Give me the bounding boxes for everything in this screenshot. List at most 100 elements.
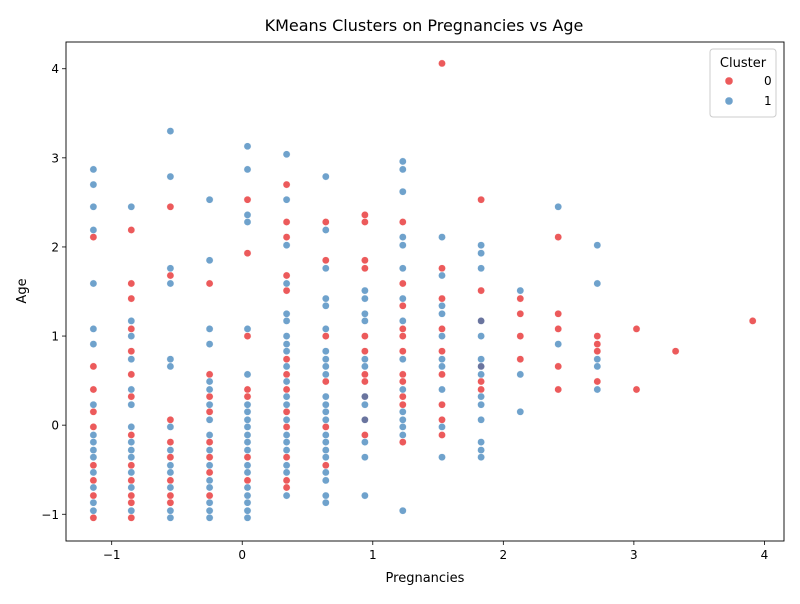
cluster-1-point [593, 279, 602, 288]
cluster-0-point [398, 377, 407, 386]
cluster-1-point [243, 498, 252, 507]
cluster-1-point [166, 355, 175, 364]
cluster-1-point [89, 226, 98, 234]
cluster-1-point [438, 301, 446, 310]
cluster-1-point [127, 506, 136, 515]
cluster-1-point [282, 446, 291, 454]
cluster-1-point [554, 202, 563, 211]
cluster-0-point [89, 407, 98, 416]
cluster-0-point [127, 514, 136, 522]
cluster-1-point [321, 355, 330, 364]
cluster-0-point [282, 286, 291, 295]
cluster-0-point [361, 211, 369, 219]
cluster-1-point [243, 415, 252, 424]
cluster-0-point [398, 438, 407, 446]
cluster-0-point [361, 332, 369, 340]
cluster-1-point [321, 453, 330, 462]
cluster-1-point [89, 483, 98, 492]
cluster-0-point [516, 355, 525, 364]
cluster-1-point [282, 431, 291, 439]
cluster-0-point [282, 453, 291, 462]
cluster-1-point [166, 172, 175, 181]
cluster-0-point [205, 438, 214, 446]
cluster-0-point [243, 385, 252, 394]
cluster-1-point [205, 325, 214, 333]
y-tick-label: 4 [51, 62, 59, 76]
cluster-0-point [398, 218, 407, 226]
cluster-1-point [166, 483, 175, 492]
cluster-0-point [593, 332, 602, 340]
cluster-1-point [89, 438, 98, 446]
cluster-0-point [243, 453, 252, 462]
cluster-1-point [361, 491, 369, 500]
cluster-0-point [127, 347, 136, 356]
cluster-0-point [89, 362, 98, 371]
cluster-0-point [282, 355, 291, 364]
cluster-1-point [321, 264, 330, 273]
cluster-1-point [438, 332, 446, 340]
cluster-1-point [205, 446, 214, 454]
cluster-1-point [89, 400, 98, 409]
cluster-0-point [205, 407, 214, 416]
cluster-0-point [127, 294, 136, 303]
cluster-1-point [282, 309, 291, 318]
cluster-1-point [127, 483, 136, 492]
x-tick-label: 2 [500, 548, 508, 562]
cluster-1-point [398, 317, 407, 325]
cluster-1-point [89, 165, 98, 174]
cluster-0-point [166, 476, 175, 485]
cluster-0-point [127, 392, 136, 401]
cluster-1-point [477, 392, 485, 401]
cluster-1-point [477, 446, 485, 454]
cluster-0-point [89, 461, 98, 470]
cluster-1-point [321, 407, 330, 416]
cluster-1-point [321, 370, 330, 379]
cluster-1-point [361, 400, 369, 409]
cluster-1-point [361, 362, 369, 371]
cluster-1-point [321, 392, 330, 401]
cluster-0-point [361, 377, 369, 386]
cluster-0-point [398, 325, 407, 333]
x-axis: −1 0 1 2 3 4 [103, 541, 768, 562]
cluster-1-point [398, 431, 407, 439]
cluster-1-point [89, 180, 98, 189]
cluster-1-point [282, 438, 291, 446]
cluster-0-point [89, 491, 98, 500]
cluster-1-point [127, 468, 136, 477]
cluster-1-point [516, 407, 525, 416]
cluster-0-point [632, 385, 641, 394]
cluster-1-point [127, 332, 136, 340]
cluster-1-point [243, 468, 252, 477]
cluster-0-point [554, 362, 563, 371]
cluster-0-point [205, 370, 214, 379]
cluster-0-point [89, 514, 98, 522]
cluster-1-point [89, 325, 98, 333]
cluster-0-point [593, 347, 602, 356]
cluster-1-point [321, 476, 330, 485]
cluster-0-point [127, 431, 136, 439]
cluster-1-point [89, 498, 98, 507]
cluster-0-point [243, 195, 252, 204]
cluster-1-point [321, 347, 330, 356]
cluster-0-point [361, 264, 369, 273]
cluster-0-point [205, 453, 214, 462]
cluster-1-point [398, 241, 407, 249]
cluster-1-point [243, 446, 252, 454]
cluster-1-point [205, 506, 214, 515]
cluster-0-point [127, 461, 136, 470]
legend: Cluster 01 [709, 48, 777, 118]
cluster-1-point [438, 362, 446, 371]
cluster-0-point [398, 332, 407, 340]
cluster-1-point [282, 332, 291, 340]
cluster-1-point [89, 202, 98, 211]
cluster-0-point [361, 431, 369, 439]
cluster-1-point [361, 355, 369, 364]
cluster-0-point [282, 370, 291, 379]
cluster-0-point [361, 218, 369, 226]
cluster-1-point [127, 453, 136, 462]
cluster-0-point [282, 423, 291, 431]
cluster-0-point [632, 325, 641, 333]
cluster-1-point [127, 202, 136, 211]
cluster-1-point [205, 483, 214, 492]
